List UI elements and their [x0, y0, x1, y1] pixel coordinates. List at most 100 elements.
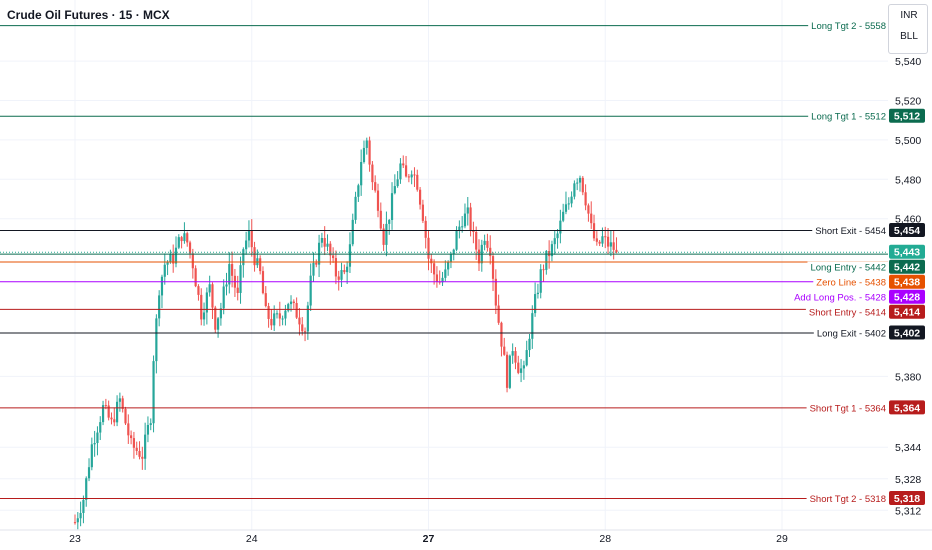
candle-body	[539, 269, 542, 293]
candle-body	[430, 258, 433, 264]
level-price-tag[interactable]	[889, 274, 925, 289]
candle-body	[466, 207, 469, 214]
candle-body	[183, 233, 186, 242]
candle-body	[214, 307, 217, 330]
level-lines: Long Tgt 2 - 5558 Long Tgt 1 - 5512 Short …	[0, 20, 889, 506]
candles	[73, 136, 618, 530]
level-price-tag[interactable]	[889, 490, 925, 505]
candle-body	[281, 318, 284, 320]
candle-body	[536, 292, 540, 295]
candle-body	[463, 213, 467, 227]
grid	[0, 0, 888, 530]
level-label-bg	[808, 20, 889, 34]
candle-body	[90, 444, 93, 468]
candle-body	[559, 220, 562, 234]
candle-body	[455, 230, 458, 250]
currency-button[interactable]: INR	[900, 10, 918, 21]
level-label: Short Tgt 1 - 5364	[810, 403, 886, 414]
time-tick-label: 24	[246, 533, 258, 545]
candle-body	[93, 443, 96, 445]
candle-body	[267, 306, 270, 319]
candle-body	[609, 242, 612, 247]
level-price-tag[interactable]	[889, 304, 925, 319]
candle-body	[494, 278, 497, 306]
candle-body	[390, 193, 394, 221]
candle-body	[382, 228, 385, 245]
mode-button[interactable]: BLL	[900, 31, 918, 42]
level-label: Zero Line - 5438	[816, 278, 886, 289]
candle-body	[573, 183, 576, 197]
axis-controls	[888, 4, 928, 54]
last-price-tag[interactable]	[889, 244, 925, 259]
candle-body	[427, 237, 430, 259]
candle-body	[138, 450, 141, 457]
candle-body	[315, 262, 318, 265]
price-tag-text: 5,443	[894, 247, 920, 259]
candle-body	[362, 147, 366, 163]
candle-body	[447, 262, 450, 270]
level-label: Long Entry - 5442	[810, 263, 886, 274]
price-axis[interactable]: 5,540 5,520 5,500 5,480 5,460 5,380 5,344 5,328…	[888, 0, 932, 550]
candle-body	[357, 185, 360, 197]
candle-body	[601, 236, 604, 244]
candle-body	[340, 270, 343, 280]
time-tick-label: 23	[69, 533, 81, 545]
candle-body	[169, 253, 172, 263]
level-price-tag[interactable]	[889, 400, 925, 415]
time-axis[interactable]: 23 24 27 28 29	[0, 529, 932, 545]
candle-body	[202, 312, 206, 320]
candle-body	[301, 324, 304, 332]
candle-body	[469, 207, 472, 231]
candle-body	[270, 318, 273, 326]
candle-body	[578, 177, 582, 183]
candle-body	[110, 417, 113, 420]
candle-body	[166, 262, 169, 265]
level-label-bg	[806, 492, 889, 506]
candle-body	[158, 295, 161, 319]
candle-body	[511, 351, 514, 356]
candle-body	[329, 243, 332, 256]
level-price-tag[interactable]	[889, 108, 925, 123]
candle-body	[160, 276, 164, 296]
level-price-tag[interactable]	[889, 259, 925, 274]
candle-body	[82, 499, 85, 513]
candle-body	[393, 186, 396, 194]
candle-body	[264, 293, 267, 307]
candle-body	[197, 286, 200, 295]
candle-body	[245, 240, 248, 250]
price-tick-label: 5,480	[895, 174, 921, 186]
level-label-bg	[812, 225, 889, 239]
symbol-title[interactable]: Crude Oil Futures · 15 · MCX	[7, 8, 170, 22]
candle-body	[435, 274, 439, 282]
time-tick-label: 28	[599, 533, 611, 545]
candle-body	[576, 182, 579, 184]
candle-body	[531, 313, 534, 339]
candle-body	[548, 251, 551, 257]
candle-body	[247, 230, 251, 241]
candle-body	[99, 422, 102, 433]
level-label-bg	[791, 291, 889, 305]
candle-body	[146, 424, 150, 435]
level-price-tag[interactable]	[889, 325, 925, 340]
level-price-tag[interactable]	[889, 223, 925, 238]
level-price-tag[interactable]	[889, 289, 925, 304]
candle-body	[343, 270, 346, 273]
candle-body	[149, 423, 152, 425]
candle-body	[368, 140, 371, 165]
candle-body	[152, 361, 155, 424]
price-tick-label: 5,500	[895, 135, 921, 147]
candle-body	[79, 512, 82, 519]
candle-body	[525, 350, 528, 366]
candle-body	[360, 162, 363, 186]
candle-body	[273, 313, 276, 326]
candle-body	[550, 244, 554, 257]
candle-body	[334, 258, 338, 277]
candle-body	[595, 238, 598, 242]
level-label-bg	[807, 261, 889, 275]
candle-body	[514, 351, 517, 363]
candle-body	[519, 368, 523, 373]
candle-body	[309, 275, 312, 306]
candle-body	[542, 269, 545, 271]
price-tick-label: 5,312	[895, 505, 921, 517]
